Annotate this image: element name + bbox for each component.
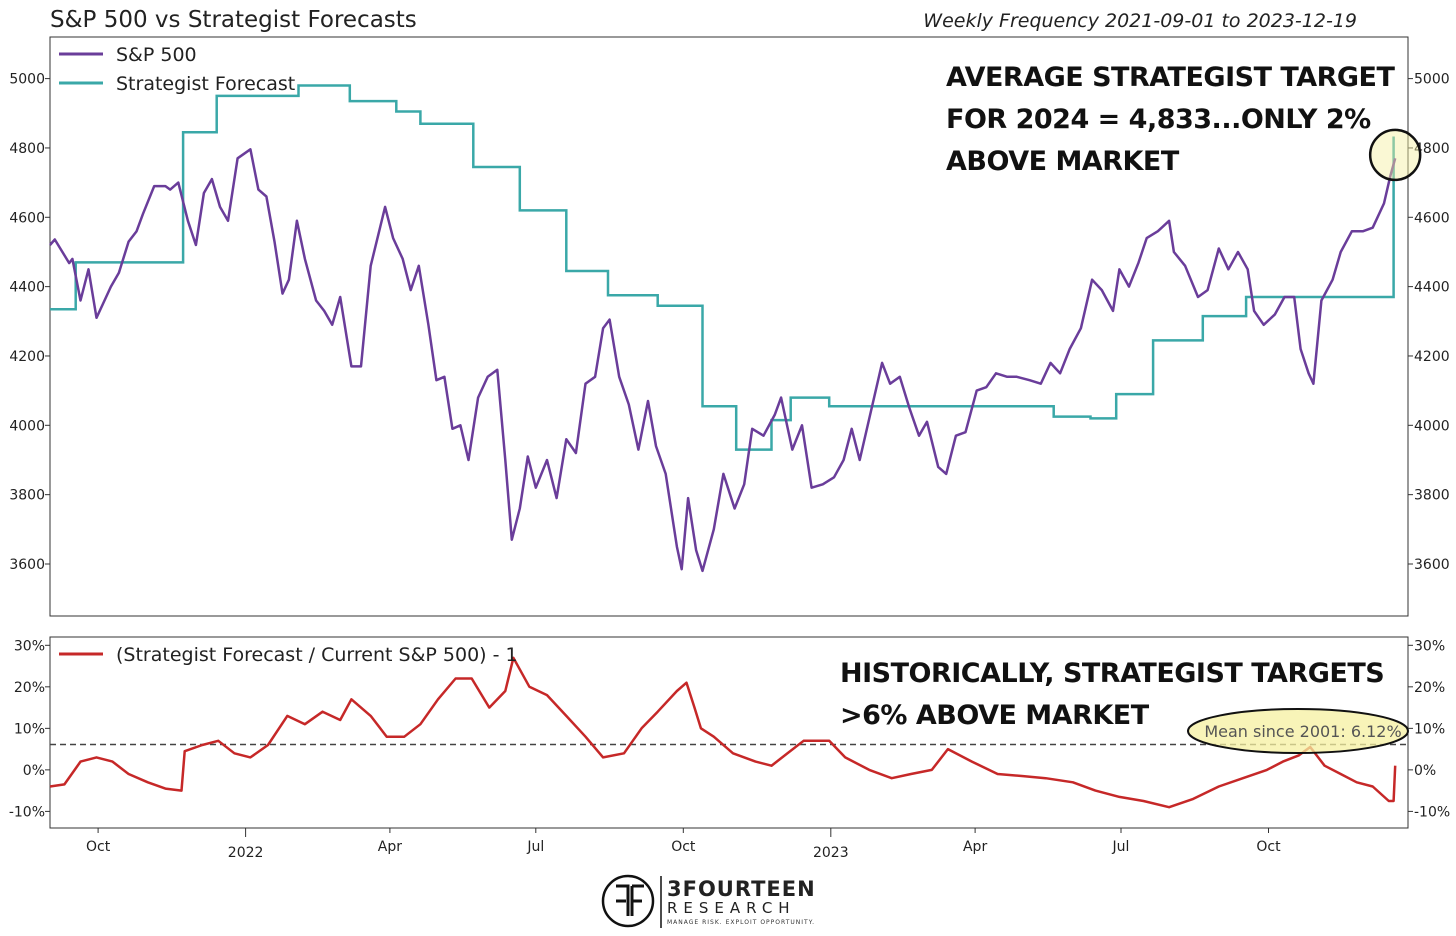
top-panel-frame <box>49 36 1409 617</box>
x-tick-label: Jul <box>526 839 544 855</box>
legend-label-forecast: Strategist Forecast <box>116 73 295 95</box>
bottom-legend: (Strategist Forecast / Current S&P 500) … <box>59 644 518 666</box>
y-tick-label-right: 30% <box>1414 638 1445 654</box>
y-tick-label-right: 20% <box>1414 680 1445 696</box>
y-tick-label-left: 3800 <box>9 488 45 504</box>
y-tick-label-left: 30% <box>14 638 45 654</box>
y-tick-label-right: 4400 <box>1414 280 1450 296</box>
y-tick-label-right: 4800 <box>1414 141 1450 157</box>
mean-label: Mean since 2001: 6.12% <box>1204 722 1401 741</box>
chart-title: S&P 500 vs Strategist Forecasts <box>50 7 417 33</box>
x-tick-label: Apr <box>378 839 402 855</box>
top-plot-lines <box>49 84 1397 573</box>
logo-circle-icon <box>601 874 655 928</box>
y-tick-label-left: 4000 <box>9 418 45 434</box>
y-tick-label-right: -10% <box>1414 804 1450 820</box>
x-tick-label: 2023 <box>813 845 849 861</box>
mean-label-highlight <box>1187 708 1409 754</box>
x-axis: Oct 2022 Apr Jul Oct 2023 Apr Jul Oct <box>86 828 1281 861</box>
bottom-annotation: HISTORICALLY, STRATEGIST TARGETS >6% ABO… <box>840 658 1385 731</box>
logo-mark-icon <box>616 884 644 916</box>
bottom-plot-lines <box>49 656 1397 809</box>
y-tick-label-left: 10% <box>14 721 45 737</box>
y-tick-label-left: 4600 <box>9 210 45 226</box>
y-tick-label-right: 3600 <box>1414 557 1450 573</box>
logo-name: 3FOURTEEN <box>667 877 816 901</box>
top-annotation: AVERAGE STRATEGIST TARGET FOR 2024 = 4,8… <box>946 62 1396 177</box>
x-tick-label: Apr <box>963 839 987 855</box>
legend-label-ratio: (Strategist Forecast / Current S&P 500) … <box>116 644 518 666</box>
y-tick-label-right: 5000 <box>1414 72 1450 88</box>
x-tick-label: Jul <box>1112 839 1130 855</box>
logo: 3FOURTEEN RESEARCH MANAGE RISK. EXPLOIT … <box>601 874 816 928</box>
top-legend: S&P 500 Strategist Forecast <box>59 44 295 95</box>
y-tick-label-left: 20% <box>14 680 45 696</box>
y-tick-label-left: 0% <box>23 763 45 779</box>
y-tick-label-left: 4400 <box>9 280 45 296</box>
chart-subtitle: Weekly Frequency 2021-09-01 to 2023-12-1… <box>923 10 1357 32</box>
top-y-axis: 3600 3600 3800 3800 4000 4000 4200 4200 4400 4400… <box>9 72 1449 573</box>
y-tick-label-right: 0% <box>1414 763 1436 779</box>
logo-tagline: MANAGE RISK. EXPLOIT OPPORTUNITY. <box>667 919 815 926</box>
y-tick-label-left: 4200 <box>9 349 45 365</box>
series-line-strategist-forecast <box>50 84 1395 451</box>
bottom-annotation-line-1: HISTORICALLY, STRATEGIST TARGETS <box>840 658 1384 689</box>
series-line-ratio <box>49 656 1397 809</box>
y-tick-label-right: 4600 <box>1414 210 1450 226</box>
y-tick-label-left: -10% <box>9 804 45 820</box>
legend-label-sp500: S&P 500 <box>116 44 197 66</box>
y-tick-label-right: 4200 <box>1414 349 1450 365</box>
y-tick-label-left: 4800 <box>9 141 45 157</box>
x-tick-label: Oct <box>86 839 111 855</box>
y-tick-label-left: 5000 <box>9 72 45 88</box>
bottom-annotation-line-2: >6% ABOVE MARKET <box>840 700 1150 731</box>
y-tick-label-right: 10% <box>1414 721 1445 737</box>
logo-sub: RESEARCH <box>667 899 796 917</box>
x-tick-label: Oct <box>671 839 696 855</box>
x-tick-label: Oct <box>1256 839 1281 855</box>
top-annotation-line-2: FOR 2024 = 4,833...ONLY 2% <box>946 104 1371 135</box>
x-tick-label: 2022 <box>228 845 264 861</box>
y-tick-label-left: 3600 <box>9 557 45 573</box>
bottom-y-axis: -10% -10% 0% 0% 10% 10% 20% 20% 30% 30% <box>9 638 1450 820</box>
series-line-sp500 <box>49 148 1397 573</box>
top-annotation-line-3: ABOVE MARKET <box>946 146 1180 177</box>
y-tick-label-right: 4000 <box>1414 418 1450 434</box>
highlight-circle <box>1368 128 1422 182</box>
top-annotation-line-1: AVERAGE STRATEGIST TARGET <box>946 62 1395 93</box>
y-tick-label-right: 3800 <box>1414 488 1450 504</box>
